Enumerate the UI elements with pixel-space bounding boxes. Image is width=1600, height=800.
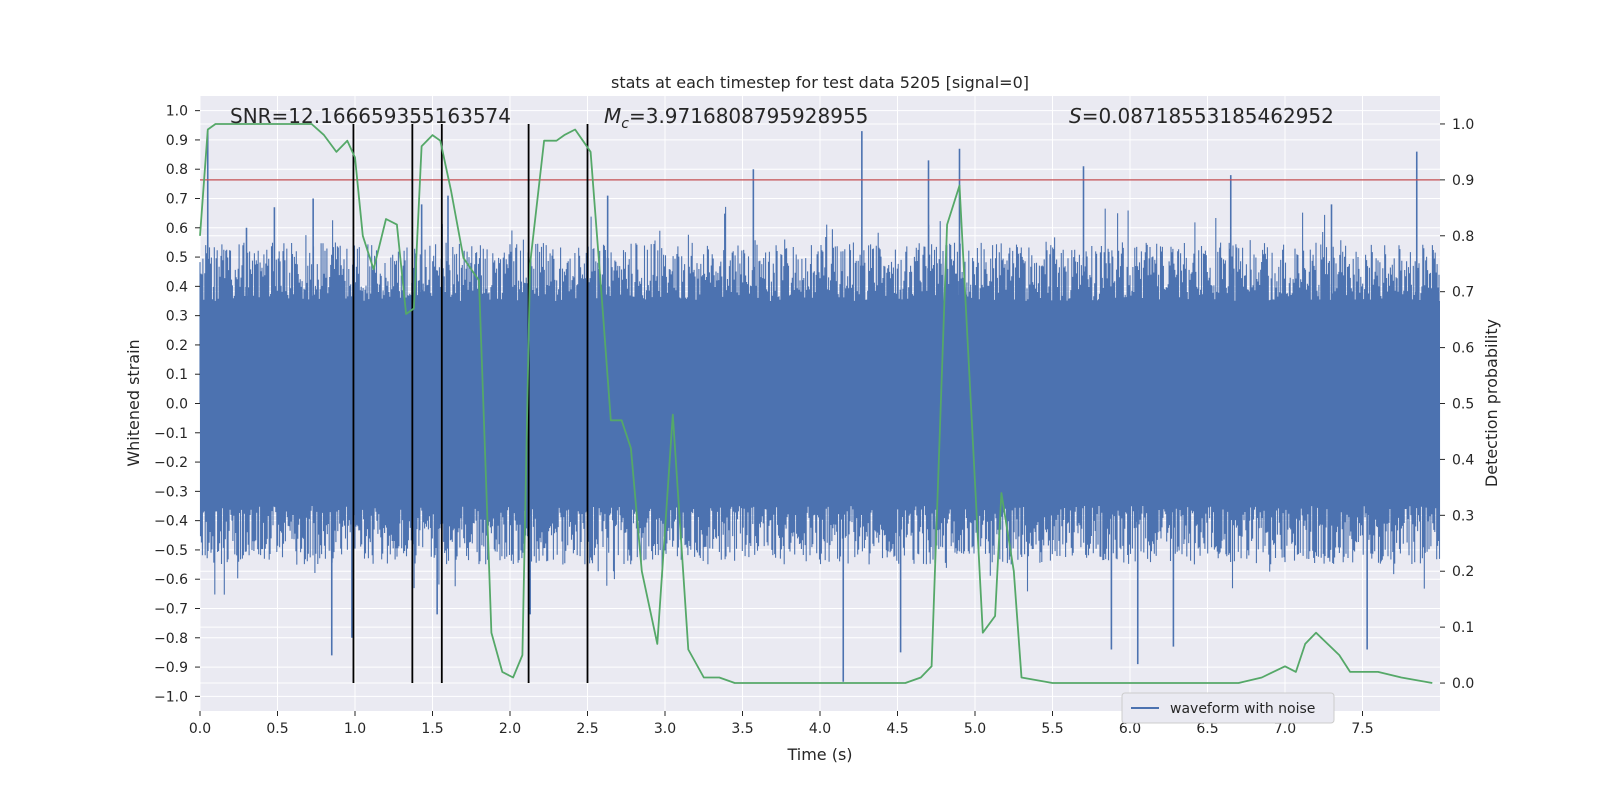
y-tick-label-right: 0.1 — [1452, 620, 1474, 636]
probability-line — [199, 123, 1433, 684]
x-tick-label: 0.5 — [266, 721, 288, 737]
x-tick-label: 7.5 — [1351, 721, 1373, 737]
probability-series — [199, 123, 1433, 684]
x-tick-label: 6.5 — [1196, 721, 1218, 737]
y-axis-label-right: Detection probability — [1482, 319, 1501, 487]
snr-annotation: SNR=12.166659355163574 — [230, 104, 511, 128]
y-tick-label-right: 0.9 — [1452, 173, 1474, 189]
y-tick-label-left: −0.5 — [154, 543, 188, 559]
y-tick-label-left: 0.1 — [166, 367, 188, 383]
y-tick-label-left: 0.8 — [166, 162, 188, 178]
y-tick-label-left: 0.0 — [166, 397, 188, 413]
noise-series — [199, 131, 1441, 682]
x-tick-label: 1.5 — [421, 721, 443, 737]
y-tick-label-left: −0.8 — [154, 631, 188, 647]
y-tick-label-left: 1.0 — [166, 104, 188, 120]
x-tick-label: 4.5 — [886, 721, 908, 737]
legend: waveform with noise — [1121, 692, 1335, 724]
y-tick-label-left: 0.6 — [166, 221, 188, 237]
x-tick-label: 2.5 — [576, 721, 598, 737]
y-tick-label-left: −0.3 — [154, 484, 188, 500]
chart-title: stats at each timestep for test data 520… — [611, 73, 1029, 92]
x-tick-label: 0.0 — [189, 721, 211, 737]
x-tick-label: 7.0 — [1274, 721, 1296, 737]
y-ticks-right: 1.0 0.9 0.8 0.7 0.6 0.5 0.4 0.3 0.2 0.1 0.0 — [1440, 117, 1474, 692]
y-ticks-left: 1.0 0.9 0.8 0.7 0.6 0.5 0.4 0.3 0.2 0.1 0.0 −0.1 −0.… — [154, 104, 200, 705]
s-annotation: S=0.08718553185462952 — [1069, 104, 1334, 128]
x-tick-label: 5.0 — [964, 721, 986, 737]
y-tick-label-right: 0.5 — [1452, 397, 1474, 413]
x-tick-label: 4.0 — [809, 721, 831, 737]
y-tick-label-right: 0.4 — [1452, 452, 1474, 468]
x-tick-label: 3.0 — [654, 721, 676, 737]
vertical-markers — [352, 123, 589, 684]
legend-label: waveform with noise — [1170, 701, 1315, 717]
x-tick-label: 2.0 — [499, 721, 521, 737]
y-tick-label-left: −0.1 — [154, 426, 188, 442]
y-tick-label-left: 0.7 — [166, 192, 188, 208]
y-tick-label-right: 0.3 — [1452, 508, 1474, 524]
y-axis-label-left: Whitened strain — [124, 339, 143, 466]
y-tick-label-left: 0.2 — [166, 338, 188, 354]
x-tick-label: 1.0 — [344, 721, 366, 737]
y-tick-label-right: 0.8 — [1452, 229, 1474, 245]
y-tick-label-right: 0.2 — [1452, 564, 1474, 580]
legend-box — [1121, 692, 1335, 724]
y-tick-label-right: 0.0 — [1452, 676, 1474, 692]
y-tick-label-left: 0.3 — [166, 309, 188, 325]
y-tick-label-left: −1.0 — [154, 689, 188, 705]
x-ticks: 0.0 0.5 1.0 1.5 2.0 2.5 3.0 3.5 4.0 4.5 5.0 5.5 6.0 6… — [189, 711, 1374, 737]
y-tick-label-left: −0.6 — [154, 572, 188, 588]
noise-waveform — [199, 206, 1441, 595]
y-tick-label-right: 0.6 — [1452, 341, 1474, 357]
x-tick-label: 3.5 — [731, 721, 753, 737]
y-tick-label-right: 0.7 — [1452, 285, 1474, 301]
mc-value: =3.9716808795928955 — [629, 104, 868, 128]
y-tick-label-left: −0.7 — [154, 602, 188, 618]
y-tick-label-left: 0.9 — [166, 133, 188, 149]
mc-annotation: Mc=3.9716808795928955 — [604, 104, 868, 132]
y-tick-label-left: −0.2 — [154, 455, 188, 471]
x-tick-label: 5.5 — [1041, 721, 1063, 737]
y-tick-label-left: −0.4 — [154, 514, 188, 530]
y-tick-label-left: 0.4 — [166, 279, 188, 295]
x-tick-label: 6.0 — [1119, 721, 1141, 737]
y-tick-label-left: 0.5 — [166, 250, 188, 266]
s-value: =0.08718553185462952 — [1082, 104, 1334, 128]
x-axis-label: Time (s) — [786, 745, 852, 764]
y-tick-label-left: −0.9 — [154, 660, 188, 676]
y-tick-label-right: 1.0 — [1452, 117, 1474, 133]
